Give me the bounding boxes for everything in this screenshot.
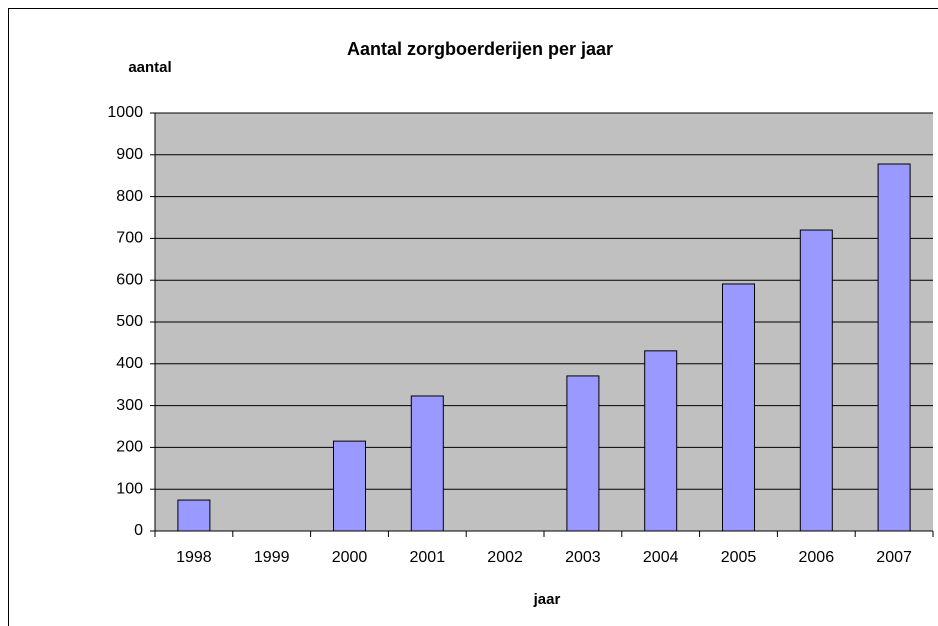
x-tick-label: 2004 bbox=[643, 549, 679, 566]
y-tick-label: 100 bbox=[116, 480, 143, 497]
x-tick-label: 2001 bbox=[410, 549, 446, 566]
bar bbox=[722, 283, 755, 532]
x-tick-label: 2005 bbox=[721, 549, 757, 566]
bar bbox=[333, 440, 366, 532]
x-tick-label: 2003 bbox=[565, 549, 601, 566]
y-axis-label: aantal bbox=[128, 59, 171, 76]
bar bbox=[799, 229, 833, 532]
y-tick-label: 900 bbox=[116, 146, 143, 163]
y-tick-label: 200 bbox=[116, 439, 143, 456]
bar bbox=[566, 375, 600, 532]
chart-title: Aantal zorgboerderijen per jaar bbox=[347, 39, 613, 59]
y-tick-label: 800 bbox=[116, 188, 143, 205]
bar bbox=[177, 499, 211, 532]
y-tick-label: 400 bbox=[116, 355, 143, 372]
y-tick-label: 0 bbox=[134, 522, 143, 539]
bar bbox=[644, 350, 678, 532]
bar bbox=[877, 163, 911, 532]
x-tick-label: 2006 bbox=[799, 549, 835, 566]
x-tick-label: 2002 bbox=[487, 549, 523, 566]
y-tick-label: 500 bbox=[116, 313, 143, 330]
y-tick-label: 300 bbox=[116, 397, 143, 414]
x-axis-label: jaar bbox=[533, 591, 561, 608]
y-tick-label: 600 bbox=[116, 271, 143, 288]
x-tick-label: 2000 bbox=[332, 549, 368, 566]
x-tick-label: 1999 bbox=[254, 549, 290, 566]
y-tick-label: 1000 bbox=[107, 104, 143, 121]
x-tick-label: 1998 bbox=[176, 549, 212, 566]
y-tick-label: 700 bbox=[116, 230, 143, 247]
x-tick-label: 2007 bbox=[876, 549, 912, 566]
bar bbox=[410, 395, 444, 532]
